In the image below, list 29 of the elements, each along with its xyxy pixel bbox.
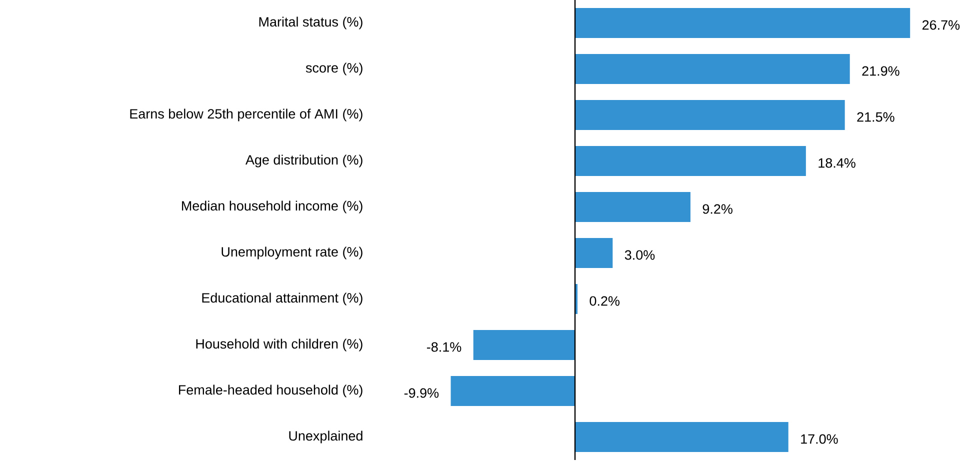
y-tick-label: Median household income (%) — [182, 200, 362, 214]
bar — [575, 8, 910, 38]
data-label: 0.2% — [590, 296, 620, 306]
bar — [575, 238, 613, 268]
bar — [575, 422, 788, 452]
data-label: -8.1% — [426, 342, 462, 352]
data-label: 21.5% — [857, 112, 894, 122]
data-label: 26.7% — [922, 20, 960, 30]
data-label: 21.9% — [862, 66, 900, 76]
bar — [450, 376, 576, 406]
y-tick-label: Female-headed household (%) — [179, 384, 362, 398]
y-tick-label: Marital status (%) — [259, 16, 362, 30]
data-label: 17.0% — [801, 434, 838, 444]
y-tick-label: Unexplained — [289, 430, 362, 444]
data-label: -9.9% — [404, 388, 439, 398]
y-tick-label: Age distribution (%) — [245, 154, 362, 168]
data-label: 18.4% — [818, 158, 856, 168]
bar — [473, 330, 576, 360]
y-tick-label: Household with children (%) — [196, 338, 362, 352]
data-label: 3.0% — [624, 250, 655, 260]
y-tick-label: score (%) — [306, 62, 362, 76]
y-tick-label: Unemployment rate (%) — [222, 246, 362, 260]
bar — [575, 100, 845, 130]
bar — [575, 54, 850, 84]
bar — [575, 146, 806, 176]
bar — [575, 192, 690, 222]
y-tick-label: Earns below 25th percentile of AMI (%) — [130, 108, 362, 122]
data-label: 9.2% — [702, 204, 732, 214]
y-tick-label: Educational attainment (%) — [202, 292, 362, 306]
